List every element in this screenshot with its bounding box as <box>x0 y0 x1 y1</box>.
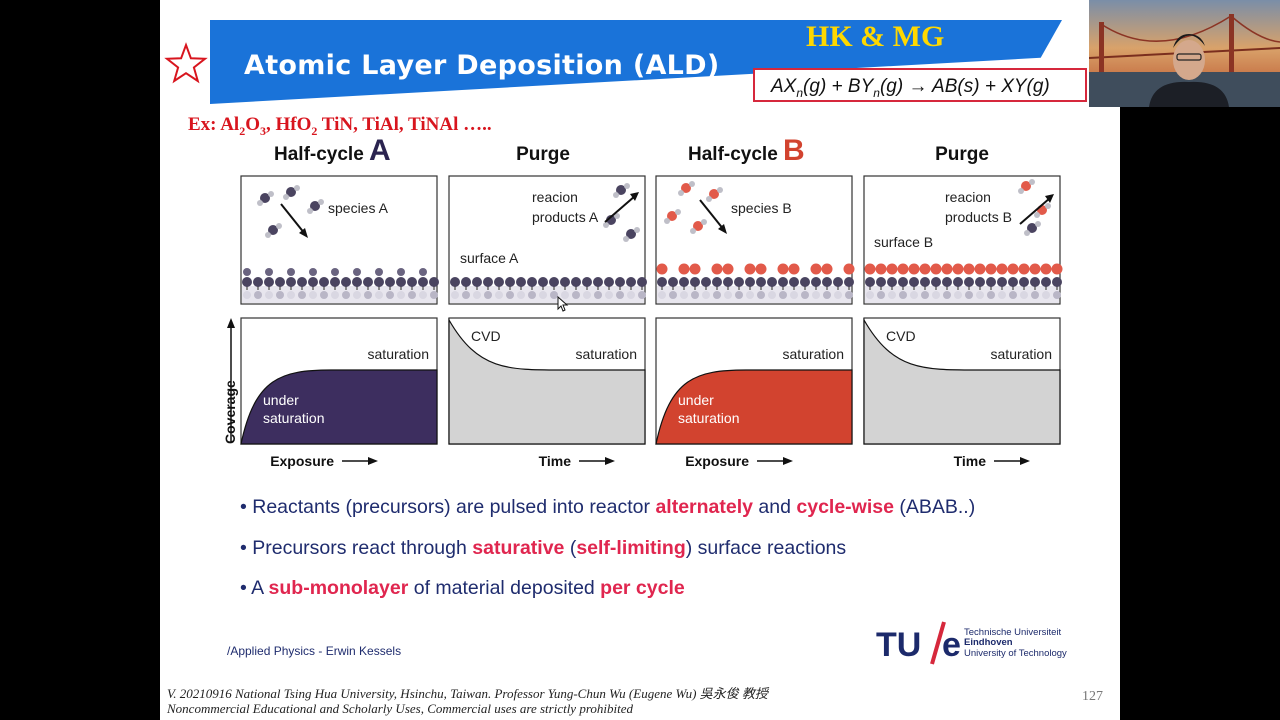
coverage-graph-4: saturation CVD Time <box>863 317 1061 469</box>
reaction-equation: AXn(g) + BYn(g) → AB(s) + XY(g) <box>771 76 1050 100</box>
bullet-1-segment: • Reactants (precursors) are pulsed into… <box>240 496 656 518</box>
svg-text:University of Technology: University of Technology <box>964 648 1067 659</box>
x-axis-label-1: Exposure <box>270 453 334 469</box>
star-icon <box>164 42 208 84</box>
label-reaction-products-a-2: products A <box>532 209 599 225</box>
svg-text:Technische Universiteit: Technische Universiteit <box>964 627 1062 638</box>
bullet-2: • Precursors react through saturative (s… <box>240 537 846 560</box>
bullet-2-segment: self-limiting <box>576 537 686 559</box>
under-saturation-label: under <box>678 392 714 408</box>
panel-title-halfcycle-b: Half-cycle B <box>688 134 805 167</box>
bullet-1-segment: (ABAB..) <box>893 496 976 518</box>
surface-panel-2 <box>448 175 647 305</box>
saturation-label: saturation <box>991 346 1052 362</box>
bullet-1-segment: alternately <box>655 496 753 518</box>
svg-text:e: e <box>942 626 961 664</box>
y-axis-label: Coverage <box>222 380 238 444</box>
panel-title-purge-b: Purge <box>935 144 989 165</box>
footer-line-2: Noncommercial Educational and Scholarly … <box>167 701 634 716</box>
label-reaction-products-a-1: reacion <box>532 189 578 205</box>
surface-panel-3 <box>655 175 855 305</box>
surface-panel-1 <box>240 175 439 305</box>
bullet-1-segment: cycle-wise <box>796 496 894 518</box>
cvd-label: CVD <box>471 328 501 344</box>
footer-line-1: V. 20210916 National Tsing Hua Universit… <box>167 686 768 701</box>
x-axis-label-4: Time <box>954 453 987 469</box>
x-axis-label-3: Exposure <box>685 453 749 469</box>
bullet-2-segment: ) surface reactions <box>685 537 847 559</box>
coverage-area-1 <box>240 369 438 445</box>
svg-text:Eindhoven: Eindhoven <box>964 637 1013 648</box>
surface-panel-4 <box>863 175 1063 305</box>
cvd-label: CVD <box>886 328 916 344</box>
bullet-3: • A sub-monolayer of material deposited … <box>240 577 685 600</box>
panel-title-purge-a: Purge <box>516 144 570 165</box>
coverage-area-4 <box>863 317 1061 445</box>
tue-logo: TU e Technische Universiteit Eindhoven U… <box>876 621 1067 665</box>
topic-tag: HK & MG <box>806 20 945 53</box>
slide-title: Atomic Layer Deposition (ALD) <box>244 50 720 81</box>
saturation-label: saturation <box>576 346 637 362</box>
bullet-3-segment: of material deposited <box>408 577 601 599</box>
x-axis-label-2: Time <box>539 453 572 469</box>
cursor-icon <box>557 296 569 312</box>
label-reaction-products-b-2: products B <box>945 209 1012 225</box>
under-saturation-label: under <box>263 392 299 408</box>
bullet-1: • Reactants (precursors) are pulsed into… <box>240 496 975 519</box>
svg-text:TU: TU <box>876 626 921 664</box>
coverage-graph-2: saturation CVD Time <box>448 317 646 469</box>
label-species-b: species B <box>731 200 792 216</box>
bullet-2-segment: • Precursors react through <box>240 537 473 559</box>
coverage-area-3 <box>655 369 853 445</box>
bullet-1-segment: and <box>753 496 797 518</box>
coverage-area-2 <box>448 317 646 445</box>
saturation-label: saturation <box>368 346 429 362</box>
under-saturation-label: saturation <box>263 410 324 426</box>
bullet-2-segment: ( <box>564 537 577 559</box>
label-surface-b: surface B <box>874 234 933 250</box>
coverage-graph-1: saturation under saturation Exposure <box>240 317 438 469</box>
example-materials: Ex: Al2O3, HfO2 TiN, TiAl, TiNAl ….. <box>188 114 492 138</box>
page-number: 127 <box>1082 689 1103 704</box>
label-reaction-products-b-1: reacion <box>945 189 991 205</box>
saturation-label: saturation <box>783 346 844 362</box>
bullet-2-segment: saturative <box>472 537 565 559</box>
coverage-graph-3: saturation under saturation Exposure <box>655 317 853 469</box>
panel-title-halfcycle-a: Half-cycle A <box>274 134 391 167</box>
label-species-a: species A <box>328 200 389 216</box>
label-surface-a: surface A <box>460 250 519 266</box>
bullet-3-segment: • A <box>240 577 269 599</box>
bullet-3-segment: sub-monolayer <box>268 577 409 599</box>
figure-credit: /Applied Physics - Erwin Kessels <box>227 644 402 658</box>
bullet-3-segment: per cycle <box>600 577 685 599</box>
webcam-video <box>1089 0 1280 107</box>
ald-cycle-figure: Half-cycle A Purge Half-cycle B Purge sp… <box>222 134 1063 469</box>
reaction-equation-box: AXn(g) + BYn(g) → AB(s) + XY(g) <box>753 68 1087 102</box>
presentation-slide: Atomic Layer Deposition (ALD) HK & MG AX… <box>160 0 1120 720</box>
under-saturation-label: saturation <box>678 410 739 426</box>
